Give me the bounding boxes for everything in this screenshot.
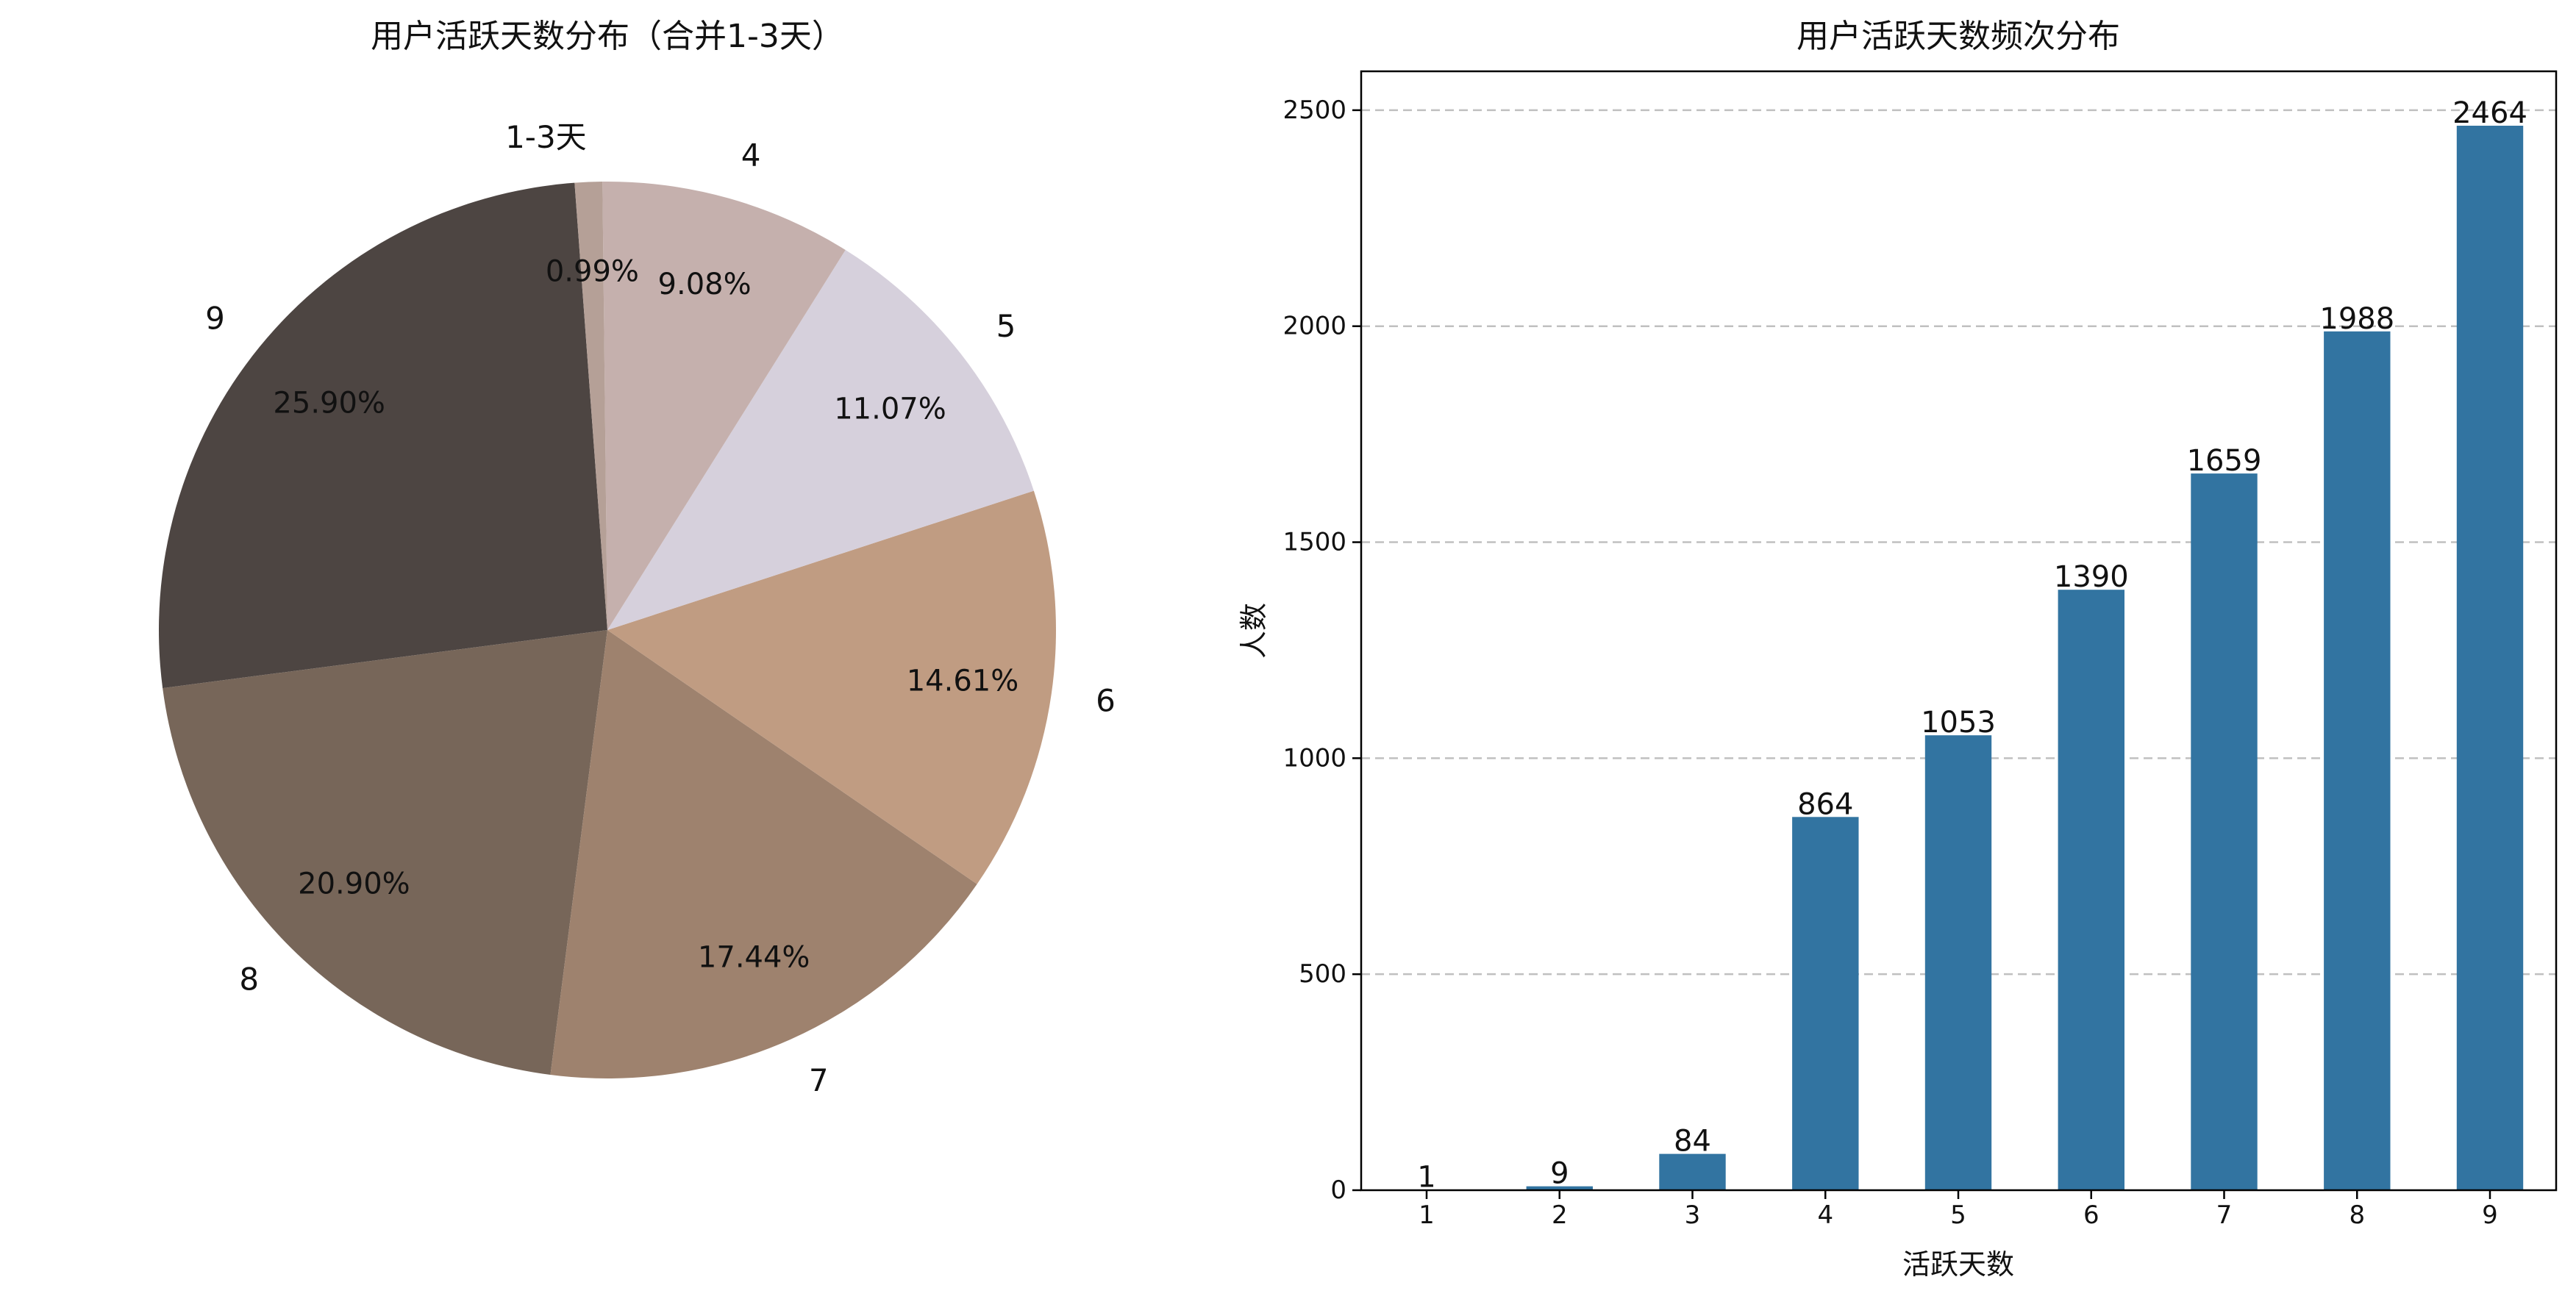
pie-percent-label: 20.90%: [298, 867, 410, 901]
pie-category-label: 7: [809, 1062, 829, 1098]
bar-series: [1393, 126, 2524, 1190]
pie-slice-3: [607, 490, 1056, 884]
pie-percent-label: 25.90%: [273, 387, 385, 421]
pie-category-label: 9: [205, 301, 225, 337]
pie-slice-1: [163, 630, 607, 1076]
x-tick-label: 1: [1419, 1200, 1435, 1230]
pie-percent-label: 17.44%: [698, 941, 810, 975]
bar-3: [1659, 1153, 1726, 1190]
pie-slice-0: [159, 182, 607, 689]
bar-value-label: 9: [1550, 1157, 1569, 1191]
x-tick-label: 2: [1552, 1200, 1568, 1230]
pie-category-label: 4: [741, 137, 761, 173]
pie-chart-title: 用户活跃天数分布（合并1-3天）: [371, 18, 844, 55]
pie-slice-4: [607, 250, 1034, 630]
y-axis-label: 人数: [1238, 603, 1270, 659]
bar-value-label: 1390: [2054, 560, 2129, 594]
bar-chart-title: 用户活跃天数频次分布: [1797, 18, 2120, 55]
x-tick-label: 6: [2083, 1200, 2099, 1230]
bar-value-label: 84: [1674, 1125, 1711, 1159]
pie-percent-label: 0.99%: [546, 254, 639, 288]
bar-value-label: 1988: [2319, 302, 2394, 336]
y-tick-label: 1000: [1282, 743, 1346, 773]
pie-labels: 9 25.90% 8 20.90% 7 17.44% 6 14.61% 5 11.07% 4 9.08…: [205, 119, 1116, 1098]
pie-chart: 用户活跃天数分布（合并1-3天） 9 25.90% 8 20.90% 7 17.44% 6 1…: [159, 18, 1116, 1098]
x-tick-label: 9: [2482, 1200, 2498, 1230]
x-tick-label: 5: [1950, 1200, 1966, 1230]
x-tick-label: 3: [1685, 1200, 1701, 1230]
pie-slices: [159, 182, 1056, 1078]
y-tick-label: 2000: [1282, 312, 1346, 341]
pie-slice-6: [574, 182, 607, 631]
y-tick-label: 2500: [1282, 96, 1346, 125]
pie-percent-label: 11.07%: [834, 392, 946, 426]
bar-2: [1526, 1186, 1593, 1190]
bar-4: [1792, 817, 1859, 1190]
pie-category-label: 6: [1096, 682, 1116, 718]
y-tick-label: 1500: [1282, 528, 1346, 557]
x-tick-label: 7: [2216, 1200, 2233, 1230]
bar-value-label: 1: [1417, 1160, 1435, 1194]
x-axis-ticks: 1 2 3 4 5 6 7 8 9: [1419, 1190, 2498, 1230]
pie-percent-label: 9.08%: [658, 268, 752, 301]
y-tick-label: 0: [1330, 1175, 1346, 1205]
bar-8: [2324, 331, 2391, 1190]
x-tick-label: 8: [2349, 1200, 2365, 1230]
pie-slice-5: [602, 182, 846, 631]
x-axis-label: 活跃天数: [1902, 1248, 2014, 1281]
pie-category-label: 1-3天: [505, 119, 587, 155]
y-tick-label: 500: [1299, 959, 1346, 989]
bar-9: [2456, 126, 2524, 1190]
bar-value-label: 1659: [2187, 444, 2262, 478]
x-tick-label: 4: [1817, 1200, 1833, 1230]
pie-slice-2: [550, 630, 977, 1078]
bar-5: [1924, 735, 1992, 1190]
pie-category-label: 8: [239, 962, 259, 998]
bar-value-labels: 1 9 84 864 1053 1390 1659 1988 2464: [1417, 96, 2527, 1194]
y-axis-ticks: 0 500 1000 1500 2000 2500: [1282, 96, 1361, 1205]
bar-value-label: 864: [1797, 787, 1853, 821]
bar-6: [2058, 590, 2124, 1190]
pie-percent-label: 14.61%: [907, 665, 1019, 698]
bar-value-label: 2464: [2452, 96, 2527, 130]
bar-value-label: 1053: [1921, 706, 1996, 740]
bar-7: [2191, 473, 2258, 1190]
pie-category-label: 5: [996, 308, 1016, 344]
plot-frame: [1360, 70, 2558, 1192]
